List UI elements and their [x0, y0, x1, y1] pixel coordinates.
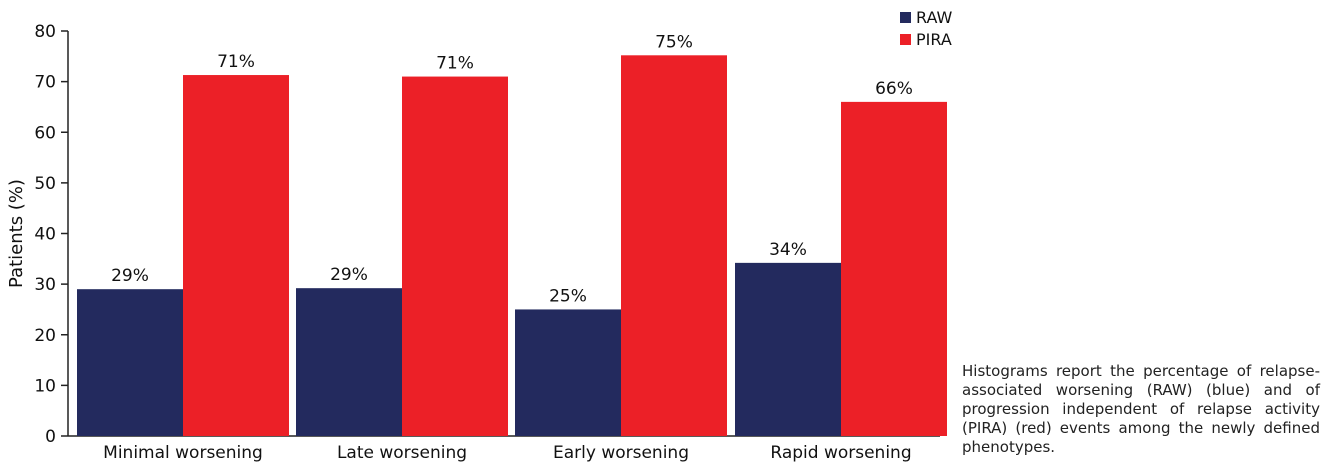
bar-raw [515, 309, 621, 436]
data-label: 71% [217, 52, 255, 72]
data-label: 71% [436, 54, 474, 74]
bar-pira [183, 75, 289, 436]
x-tick-label: Rapid worsening [770, 443, 911, 463]
y-tick-label: 20 [34, 326, 56, 346]
data-label: 66% [875, 79, 913, 99]
x-tick-label: Late worsening [337, 443, 467, 463]
legend-label-raw: RAW [916, 7, 953, 27]
y-tick-label: 70 [34, 73, 56, 93]
legend: RAW PIRA [900, 6, 952, 50]
axes: 0 10 20 30 40 50 60 70 80 Minimal worsening Late w… [34, 22, 940, 463]
y-tick-label: 50 [34, 174, 56, 194]
x-tick-label: Minimal worsening [103, 443, 263, 463]
bar-pira [402, 76, 508, 436]
bar-raw [77, 289, 183, 436]
data-label: 34% [769, 240, 807, 260]
y-tick-label: 60 [34, 123, 56, 143]
bar-pira [621, 55, 727, 437]
figure-caption: Histograms report the percentage of rela… [962, 362, 1320, 456]
legend-swatch-raw [900, 11, 911, 23]
legend-item-pira: PIRA [900, 28, 952, 50]
bar-chart: 0 10 20 30 40 50 60 70 80 Minimal worsening Late w… [6, 22, 947, 463]
y-tick-label: 30 [34, 275, 56, 295]
y-tick-label: 0 [45, 427, 56, 447]
bars [77, 55, 947, 437]
data-label: 75% [655, 32, 693, 52]
bar-pira [841, 101, 947, 436]
bar-raw [296, 288, 402, 436]
legend-swatch-pira [900, 33, 911, 45]
data-label: 29% [111, 266, 149, 286]
data-label: 29% [330, 265, 368, 285]
x-tick-label: Early worsening [553, 443, 689, 463]
y-tick-label: 80 [34, 22, 56, 42]
data-labels: 29% 71% 29% 71% 25% 75% 34% 66% [111, 32, 913, 306]
data-label: 25% [549, 286, 587, 306]
bar-raw [735, 262, 841, 436]
y-tick-label: 10 [34, 376, 56, 396]
legend-label-pira: PIRA [916, 29, 952, 49]
legend-item-raw: RAW [900, 6, 952, 28]
y-axis-label: Patients (%) [6, 179, 27, 288]
y-tick-label: 40 [34, 225, 56, 245]
